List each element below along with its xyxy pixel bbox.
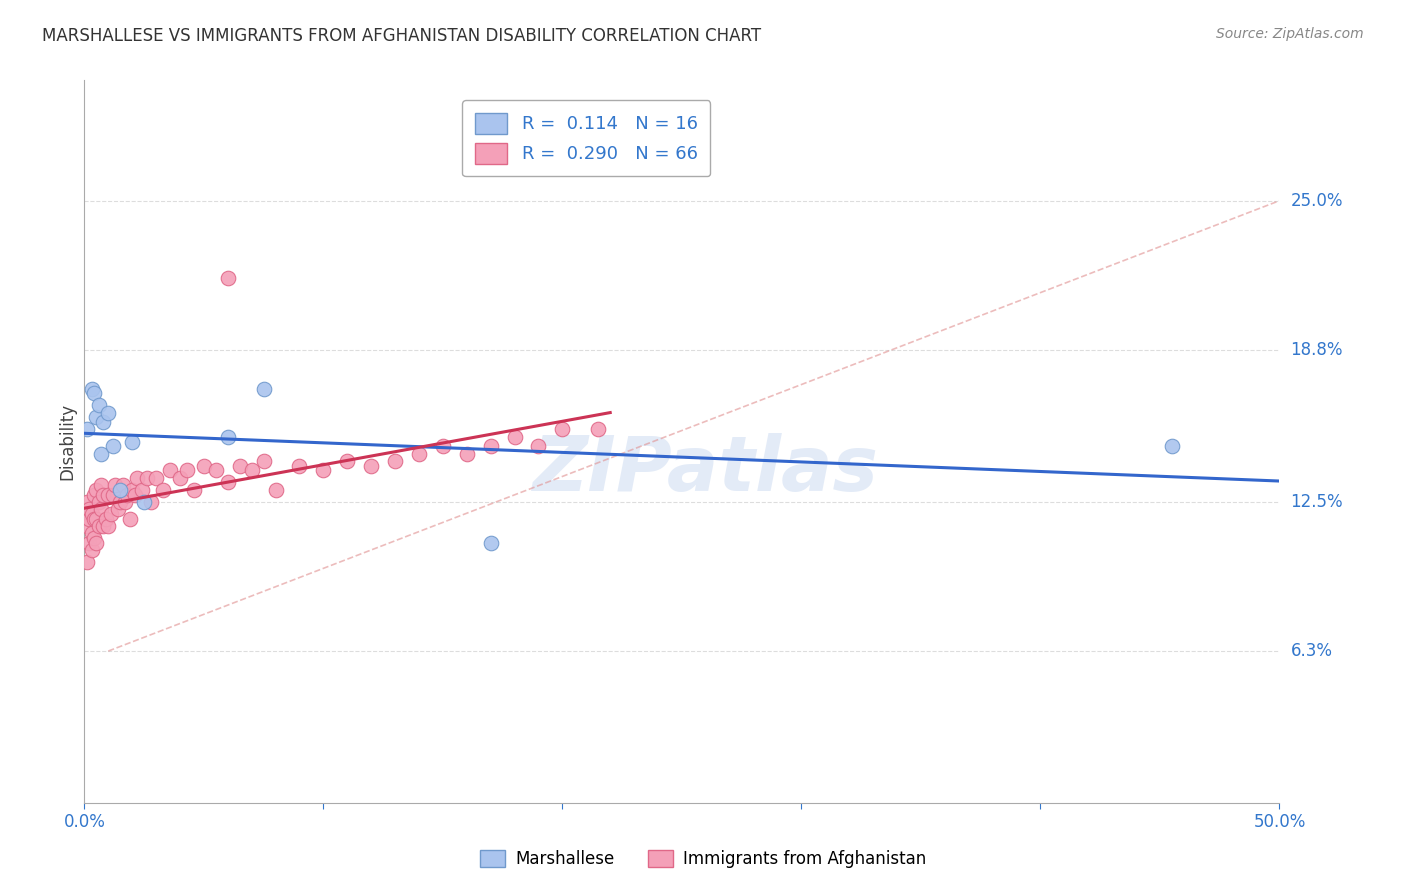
- Point: [94, 511, 117, 525]
- Point: [86, 535, 108, 549]
- Text: 6.3%: 6.3%: [1291, 642, 1333, 660]
- Point: [312, 463, 335, 477]
- Point: [80, 507, 103, 521]
- Point: [183, 483, 205, 497]
- Point: [80, 542, 103, 557]
- Point: [135, 470, 157, 484]
- Point: [384, 454, 406, 468]
- Point: [217, 270, 239, 285]
- Point: [77, 535, 100, 549]
- Point: [121, 483, 143, 497]
- Point: [125, 470, 148, 484]
- Point: [479, 439, 502, 453]
- Point: [193, 458, 215, 473]
- Point: [132, 494, 156, 508]
- Point: [264, 483, 287, 497]
- Point: [101, 487, 124, 501]
- Point: [87, 518, 110, 533]
- Point: [77, 511, 100, 525]
- Point: [93, 518, 115, 533]
- Legend: Marshallese, Immigrants from Afghanistan: Marshallese, Immigrants from Afghanistan: [474, 843, 932, 875]
- Point: [456, 446, 478, 460]
- Text: 12.5%: 12.5%: [1291, 492, 1343, 511]
- Point: [86, 511, 108, 525]
- Point: [77, 502, 100, 516]
- Point: [107, 502, 129, 516]
- Point: [118, 511, 141, 525]
- Point: [80, 526, 103, 541]
- Point: [86, 483, 108, 497]
- Point: [97, 406, 120, 420]
- Point: [288, 458, 311, 473]
- Legend: R =  0.114   N = 16, R =  0.290   N = 66: R = 0.114 N = 16, R = 0.290 N = 66: [463, 100, 710, 176]
- Text: ZIPatlas: ZIPatlas: [533, 434, 879, 508]
- Point: [169, 470, 191, 484]
- Point: [176, 463, 198, 477]
- Point: [145, 470, 167, 484]
- Point: [87, 494, 110, 508]
- Point: [551, 422, 574, 436]
- Point: [240, 463, 263, 477]
- Point: [253, 454, 276, 468]
- Point: [152, 483, 174, 497]
- Point: [110, 483, 132, 497]
- Point: [93, 487, 115, 501]
- Point: [100, 507, 122, 521]
- Text: 18.8%: 18.8%: [1291, 341, 1343, 359]
- Point: [90, 502, 112, 516]
- Point: [114, 494, 136, 508]
- Point: [111, 478, 134, 492]
- Point: [588, 422, 610, 436]
- Point: [83, 487, 105, 501]
- Point: [527, 439, 550, 453]
- Point: [83, 531, 105, 545]
- Point: [1161, 439, 1184, 453]
- Point: [408, 446, 430, 460]
- Point: [104, 478, 127, 492]
- Text: Source: ZipAtlas.com: Source: ZipAtlas.com: [1216, 27, 1364, 41]
- Point: [83, 511, 105, 525]
- Point: [141, 494, 163, 508]
- Point: [86, 410, 108, 425]
- Point: [93, 415, 115, 429]
- Point: [205, 463, 228, 477]
- Point: [76, 494, 98, 508]
- Y-axis label: Disability: Disability: [58, 403, 76, 480]
- Point: [76, 518, 98, 533]
- Point: [101, 439, 124, 453]
- Point: [87, 398, 110, 412]
- Point: [217, 430, 239, 444]
- Point: [131, 483, 153, 497]
- Point: [80, 382, 103, 396]
- Point: [503, 430, 526, 444]
- Point: [76, 555, 98, 569]
- Point: [124, 487, 146, 501]
- Point: [229, 458, 252, 473]
- Point: [83, 386, 105, 401]
- Point: [253, 382, 276, 396]
- Point: [479, 535, 502, 549]
- Point: [97, 518, 120, 533]
- Point: [360, 458, 382, 473]
- Point: [336, 454, 359, 468]
- Text: 25.0%: 25.0%: [1291, 192, 1343, 210]
- Point: [110, 494, 132, 508]
- Point: [90, 446, 112, 460]
- Point: [159, 463, 181, 477]
- Point: [76, 422, 98, 436]
- Point: [217, 475, 239, 490]
- Point: [432, 439, 454, 453]
- Text: MARSHALLESE VS IMMIGRANTS FROM AFGHANISTAN DISABILITY CORRELATION CHART: MARSHALLESE VS IMMIGRANTS FROM AFGHANIST…: [42, 27, 761, 45]
- Point: [97, 487, 120, 501]
- Point: [90, 478, 112, 492]
- Point: [121, 434, 143, 449]
- Point: [117, 487, 139, 501]
